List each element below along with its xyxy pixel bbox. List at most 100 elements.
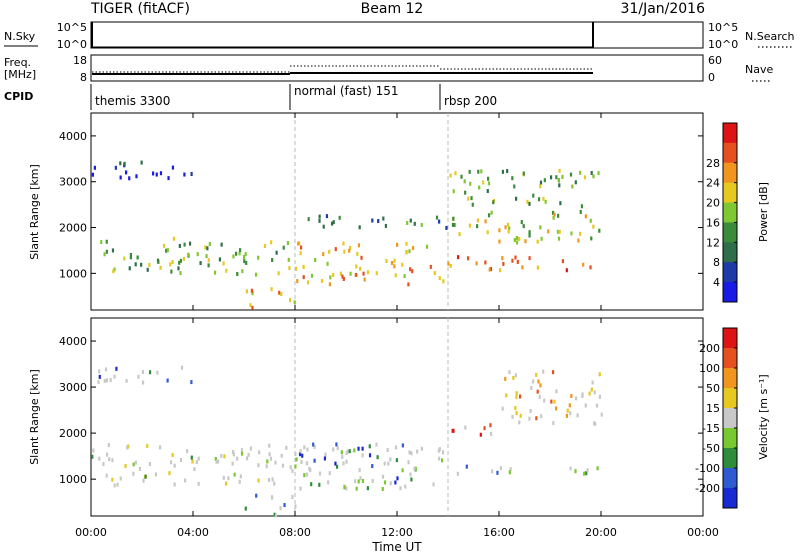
- power-colorbar-segment: [723, 262, 737, 283]
- velocity-cell: [299, 449, 302, 454]
- power-cell: [468, 169, 471, 174]
- velocity-cell: [381, 486, 384, 491]
- velocity-cell: [134, 460, 137, 465]
- velocity-cell: [124, 463, 127, 468]
- power-cell: [435, 215, 439, 220]
- power-cell: [405, 241, 408, 246]
- velocity-cell: [395, 458, 399, 463]
- velocity-cell: [584, 403, 587, 408]
- power-cell: [366, 270, 370, 275]
- velocity-cell: [456, 471, 460, 476]
- power-cell: [360, 255, 363, 260]
- power-cell: [411, 246, 415, 251]
- power-cell: [524, 239, 527, 244]
- velocity-cell: [193, 467, 196, 472]
- power-cell: [114, 165, 117, 170]
- power-cell: [204, 245, 207, 250]
- velocity-cell: [105, 473, 108, 478]
- power-cell: [322, 252, 325, 257]
- velocity-colorbar-segment: [723, 388, 737, 409]
- power-cell: [561, 174, 564, 179]
- power-cell: [409, 267, 412, 272]
- velocity-cell: [515, 411, 518, 416]
- velocity-cell: [300, 460, 303, 465]
- power-colorbar-segment: [723, 282, 737, 303]
- power-cell: [318, 218, 321, 223]
- power-cell: [557, 213, 560, 218]
- velocity-cell: [255, 493, 258, 498]
- velocity-cell: [92, 448, 95, 453]
- power-cell: [590, 171, 593, 176]
- nsky-panel: [90, 21, 704, 49]
- velocity-cell: [518, 394, 522, 399]
- nsearch-label: N.Search: [745, 30, 795, 43]
- velocity-cell: [156, 370, 159, 375]
- power-cell: [286, 240, 289, 245]
- power-cell: [251, 291, 254, 296]
- power-cell: [135, 174, 138, 179]
- velocity-cell: [190, 380, 193, 385]
- power-cell: [409, 218, 412, 223]
- power-cell: [190, 172, 193, 177]
- power-data-cells: [91, 113, 601, 310]
- power-cell: [486, 189, 489, 194]
- power-cell: [408, 249, 411, 254]
- power-cell: [549, 175, 553, 180]
- velocity-cell: [313, 444, 316, 449]
- power-cell: [478, 185, 481, 190]
- velocity-cell: [245, 456, 249, 461]
- velocity-cell: [299, 486, 302, 491]
- power-cell: [328, 282, 332, 287]
- nsky-tick-bottom: 10^0: [57, 38, 87, 51]
- time-axis-label: Time UT: [371, 540, 422, 554]
- velocity-cell: [420, 446, 423, 451]
- power-cell: [515, 236, 518, 241]
- power-cell: [205, 254, 208, 259]
- power-cell: [539, 225, 542, 230]
- power-cell: [438, 219, 441, 224]
- velocity-cell: [416, 449, 419, 454]
- velocity-cell: [232, 452, 235, 457]
- velocity-cell: [220, 453, 223, 458]
- power-cell: [488, 267, 491, 272]
- power-cell: [511, 176, 514, 181]
- velocity-cell: [303, 473, 306, 478]
- nave-tick-bottom: 0: [708, 71, 715, 84]
- time-tick-label: 20:00: [585, 526, 617, 539]
- power-cell: [590, 236, 593, 241]
- velocity-cell: [574, 396, 578, 401]
- velocity-cell: [223, 454, 226, 459]
- velocity-colorbar-segment: [723, 408, 737, 429]
- velocity-cell: [366, 486, 369, 491]
- power-cell: [187, 252, 190, 257]
- velocity-cell: [389, 457, 392, 462]
- velocity-cell: [508, 370, 511, 375]
- velocity-cell: [281, 463, 285, 468]
- velocity-colorbar-tick-label: -15: [702, 422, 720, 435]
- velocity-cell: [496, 470, 499, 475]
- velocity-cell: [283, 503, 286, 508]
- velocity-cell: [489, 423, 492, 428]
- velocity-cell: [323, 456, 327, 461]
- velocity-cell: [240, 451, 244, 456]
- power-cell: [302, 275, 305, 280]
- power-cell: [299, 245, 303, 250]
- power-cell: [558, 229, 561, 234]
- power-cell: [506, 222, 510, 227]
- velocity-cell: [222, 475, 225, 480]
- power-cell: [208, 242, 211, 247]
- power-cell: [570, 231, 573, 236]
- power-cell: [341, 274, 344, 279]
- power-cell: [482, 180, 485, 185]
- velocity-cell: [111, 458, 114, 463]
- power-cell: [502, 261, 505, 266]
- velocity-cell: [550, 399, 553, 404]
- velocity-cell: [146, 443, 149, 448]
- power-cell: [299, 251, 302, 256]
- velocity-cell: [138, 466, 141, 471]
- cpid-mode-themis: themis 3300: [95, 94, 170, 108]
- velocity-colorbar-tick-label: 50: [706, 382, 720, 395]
- power-cell: [452, 216, 455, 221]
- velocity-cell: [137, 374, 140, 379]
